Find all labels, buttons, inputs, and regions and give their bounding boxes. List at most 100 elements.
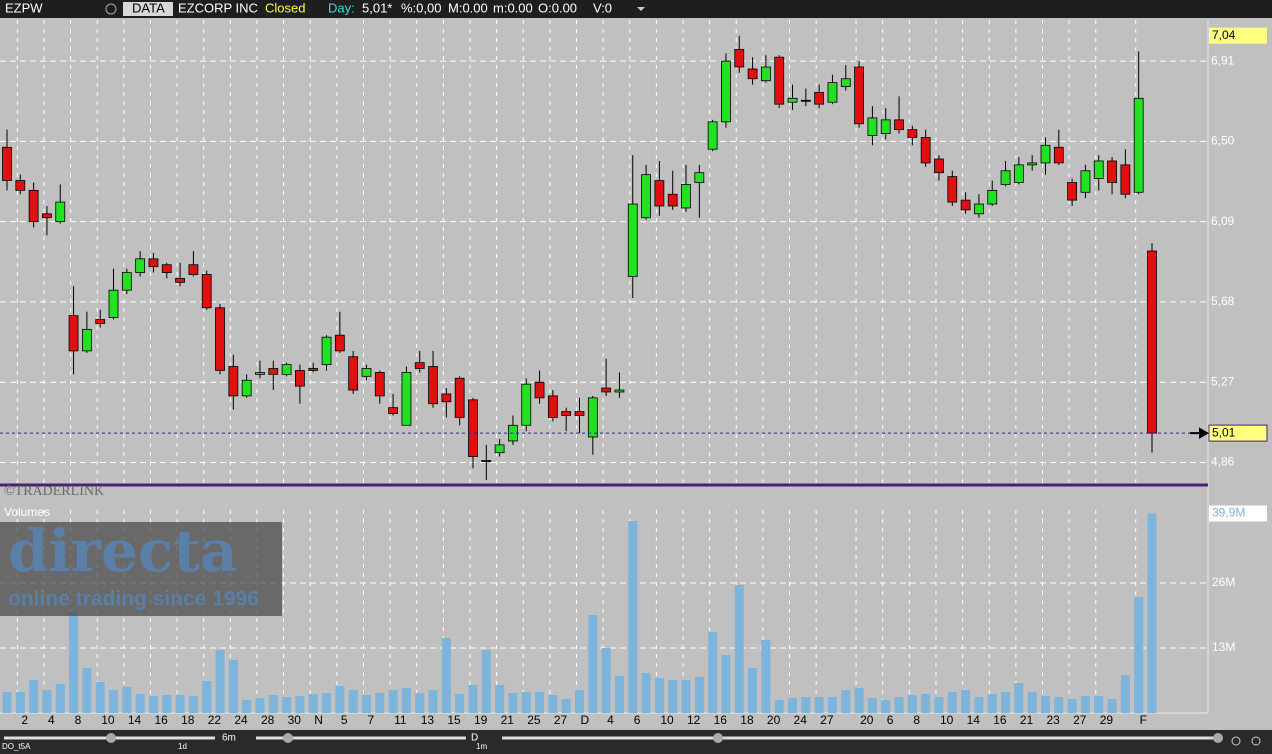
watermark-box bbox=[0, 522, 282, 616]
volume-bar bbox=[2, 692, 12, 713]
volume-bar bbox=[588, 615, 598, 713]
volume-bar bbox=[654, 678, 664, 713]
candle-body bbox=[494, 444, 505, 454]
candle-body bbox=[574, 411, 585, 416]
candle-body bbox=[348, 356, 359, 391]
volume-bar bbox=[668, 680, 678, 713]
candle-body bbox=[1000, 170, 1011, 185]
volume-bar bbox=[961, 690, 971, 713]
candle-body bbox=[1027, 162, 1038, 166]
volume-bar bbox=[42, 690, 52, 713]
candle-body bbox=[228, 366, 239, 397]
x-tick-label: 6 bbox=[634, 713, 641, 727]
volume-tick-label: 26M bbox=[1212, 575, 1235, 589]
candle-body bbox=[854, 66, 864, 125]
x-tick-label: 20 bbox=[767, 713, 781, 727]
slider-knob[interactable] bbox=[106, 733, 116, 743]
candle-body bbox=[681, 184, 691, 209]
volume-bar bbox=[1054, 697, 1064, 713]
volume-bar bbox=[401, 688, 411, 713]
volume-bar bbox=[827, 697, 837, 713]
x-tick-label: 27 bbox=[820, 713, 834, 727]
candle-body bbox=[281, 364, 292, 375]
volume-bar bbox=[122, 687, 132, 713]
volume-bar bbox=[109, 690, 119, 713]
candle-body bbox=[641, 174, 651, 219]
volume-bar bbox=[641, 673, 651, 713]
candle-body bbox=[1080, 170, 1091, 193]
volume-bar bbox=[15, 692, 25, 713]
last-volume-label: 39,9M bbox=[1212, 506, 1245, 520]
candle-body bbox=[268, 368, 279, 375]
volume-bar bbox=[814, 697, 824, 713]
volume-bar bbox=[135, 694, 145, 713]
candle-body bbox=[188, 264, 199, 275]
settings-icon[interactable] bbox=[105, 3, 117, 15]
range-label: D bbox=[471, 733, 478, 744]
candle-body bbox=[215, 307, 225, 371]
y-tick-label: 6,09 bbox=[1211, 214, 1235, 228]
candle-body bbox=[295, 370, 305, 387]
candle-body bbox=[587, 397, 598, 438]
volume-bar bbox=[708, 632, 718, 713]
volume-bar bbox=[215, 650, 225, 713]
volume-bar bbox=[348, 690, 358, 713]
zoom-out[interactable] bbox=[1251, 736, 1261, 746]
candle-body bbox=[667, 193, 678, 207]
candle-body bbox=[867, 117, 878, 136]
volume-bar bbox=[1067, 699, 1077, 713]
volume-bar bbox=[788, 698, 798, 713]
dropdown[interactable] bbox=[637, 7, 645, 11]
candle-body bbox=[55, 201, 66, 223]
volume-bar bbox=[987, 694, 997, 713]
scroll-knob[interactable] bbox=[1213, 733, 1223, 743]
data-button[interactable] bbox=[123, 2, 173, 16]
volume-bar bbox=[601, 648, 611, 713]
symbol: EZPW bbox=[5, 0, 43, 15]
open: O:0.00 bbox=[538, 0, 577, 15]
volume-bar bbox=[228, 660, 238, 713]
volume-bar bbox=[734, 585, 744, 713]
range-label: 6m bbox=[222, 733, 236, 744]
volume-bar bbox=[1134, 597, 1144, 713]
x-tick-label: 12 bbox=[687, 713, 701, 727]
candle-body bbox=[721, 60, 731, 123]
volume: V:0 bbox=[593, 0, 612, 15]
volume-bar bbox=[748, 668, 758, 713]
volume-bar bbox=[521, 692, 531, 713]
x-tick-label: 15 bbox=[447, 713, 461, 727]
candle-body bbox=[175, 278, 185, 283]
candle-body bbox=[1147, 250, 1157, 434]
volume-bar bbox=[188, 696, 198, 713]
x-tick-label: 28 bbox=[261, 713, 275, 727]
last-price-arrow bbox=[1190, 427, 1210, 439]
range-label: 1m bbox=[476, 742, 487, 751]
candle-body bbox=[28, 189, 39, 223]
volume-bar bbox=[508, 693, 518, 713]
volume-bar bbox=[1120, 675, 1130, 713]
volume-bar bbox=[255, 698, 265, 713]
slider-knob[interactable] bbox=[283, 733, 293, 743]
candle-body bbox=[201, 274, 212, 309]
volume-bar bbox=[1094, 696, 1104, 713]
scroll-knob[interactable] bbox=[713, 733, 723, 743]
company: EZCORP INC bbox=[178, 0, 258, 15]
candle-body bbox=[601, 387, 612, 393]
zoom-in[interactable] bbox=[1231, 736, 1241, 746]
x-tick-label: 29 bbox=[1100, 713, 1114, 727]
x-tick-label: N bbox=[314, 713, 323, 727]
volume-bar bbox=[881, 700, 891, 713]
candle-body bbox=[428, 366, 438, 405]
candle-body bbox=[414, 362, 425, 369]
volume-bar bbox=[322, 693, 332, 713]
volume-bar bbox=[614, 676, 624, 713]
candle-body bbox=[441, 393, 452, 403]
volume-bar bbox=[308, 694, 318, 713]
volume-bar bbox=[681, 680, 691, 713]
footer: 6m 1d D 1m DO_t5A bbox=[0, 730, 1272, 754]
volume-bar bbox=[415, 693, 425, 713]
candle-body bbox=[2, 146, 12, 181]
candle-body bbox=[654, 180, 665, 207]
volume-bar bbox=[548, 695, 558, 713]
